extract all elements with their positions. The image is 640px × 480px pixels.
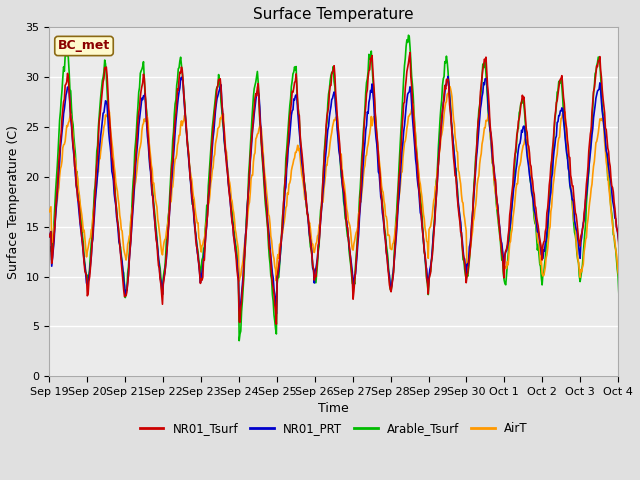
NR01_Tsurf: [282, 171, 290, 177]
Arable_Tsurf: [404, 32, 412, 38]
AirT: [45, 209, 53, 215]
Line: NR01_Tsurf: NR01_Tsurf: [49, 53, 640, 324]
AirT: [445, 84, 453, 89]
AirT: [451, 134, 459, 140]
AirT: [259, 147, 267, 153]
NR01_Tsurf: [406, 50, 414, 56]
NR01_Tsurf: [417, 209, 425, 215]
Arable_Tsurf: [259, 164, 267, 170]
AirT: [282, 205, 290, 211]
NR01_PRT: [417, 210, 424, 216]
Y-axis label: Surface Temperature (C): Surface Temperature (C): [7, 125, 20, 279]
Arable_Tsurf: [116, 244, 124, 250]
NR01_PRT: [444, 73, 452, 79]
AirT: [228, 198, 236, 204]
NR01_PRT: [273, 311, 280, 317]
Title: Surface Temperature: Surface Temperature: [253, 7, 414, 22]
Text: BC_met: BC_met: [58, 39, 110, 52]
NR01_PRT: [282, 184, 290, 190]
AirT: [417, 181, 424, 187]
AirT: [116, 217, 124, 223]
Legend: NR01_Tsurf, NR01_PRT, Arable_Tsurf, AirT: NR01_Tsurf, NR01_PRT, Arable_Tsurf, AirT: [135, 418, 532, 440]
Arable_Tsurf: [282, 156, 290, 161]
NR01_Tsurf: [451, 173, 459, 179]
NR01_PRT: [116, 250, 124, 255]
NR01_Tsurf: [228, 219, 236, 225]
Arable_Tsurf: [45, 249, 53, 254]
Arable_Tsurf: [236, 338, 243, 344]
NR01_Tsurf: [116, 251, 124, 256]
NR01_PRT: [45, 234, 53, 240]
AirT: [236, 278, 243, 284]
Arable_Tsurf: [228, 207, 236, 213]
NR01_Tsurf: [273, 321, 280, 327]
Line: NR01_PRT: NR01_PRT: [49, 76, 640, 314]
NR01_Tsurf: [45, 234, 53, 240]
NR01_PRT: [228, 218, 236, 224]
NR01_PRT: [451, 161, 459, 167]
Line: Arable_Tsurf: Arable_Tsurf: [49, 35, 640, 341]
Arable_Tsurf: [451, 165, 459, 170]
NR01_PRT: [259, 148, 266, 154]
X-axis label: Time: Time: [318, 402, 349, 415]
Arable_Tsurf: [417, 202, 425, 207]
Line: AirT: AirT: [49, 86, 640, 281]
NR01_Tsurf: [259, 148, 266, 154]
